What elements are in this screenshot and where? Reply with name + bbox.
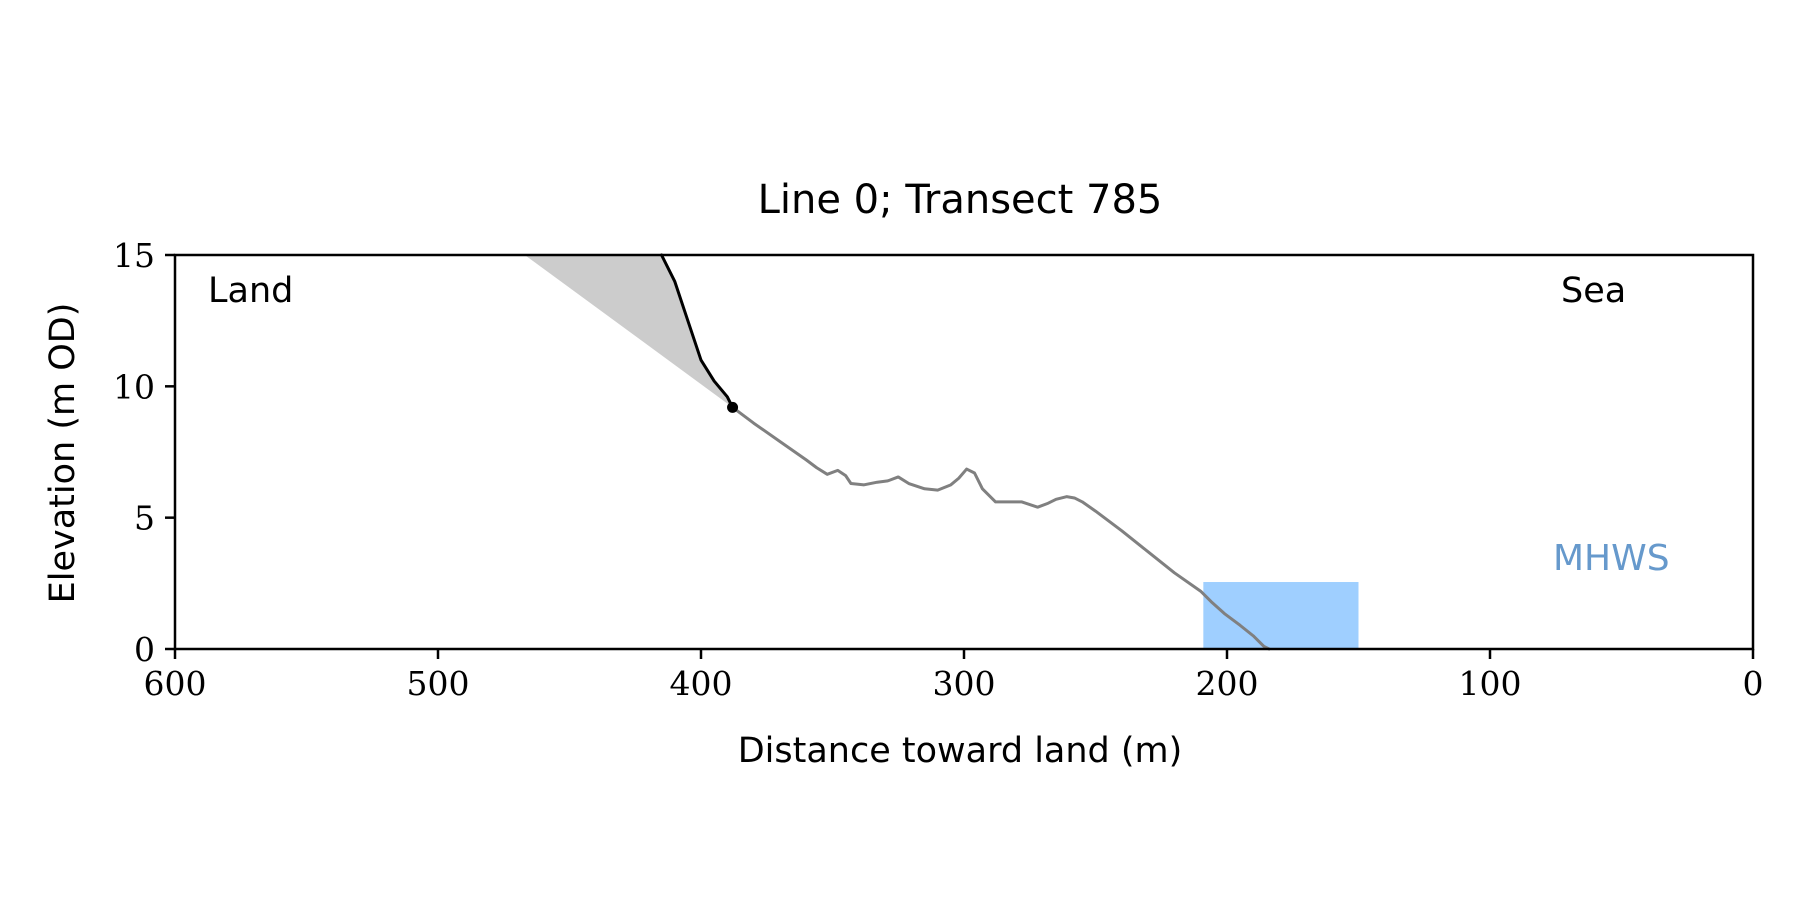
y-axis-label: Elevation (m OD)	[43, 303, 83, 604]
x-axis-label: Distance toward land (m)	[738, 731, 1183, 771]
y-tick-label: 10	[113, 367, 155, 406]
x-tick-label: 0	[1743, 664, 1764, 703]
profile-line	[731, 405, 1271, 651]
x-tick-label: 500	[407, 664, 470, 703]
cliff-line	[660, 253, 735, 409]
plot-area	[524, 253, 1359, 651]
y-tick-label: 0	[134, 630, 155, 669]
sea-label: Sea	[1561, 271, 1626, 311]
x-tick-label: 600	[144, 664, 207, 703]
axis-ticks: 600 500 400 300 200 100 0 0 5 10 15	[113, 236, 1764, 703]
land-label: Land	[208, 271, 293, 311]
cliff-toe-marker	[727, 401, 739, 413]
x-tick-label: 100	[1459, 664, 1522, 703]
y-tick-label: 5	[134, 499, 155, 538]
chart-title: Line 0; Transect 785	[758, 177, 1163, 223]
x-tick-label: 200	[1196, 664, 1259, 703]
y-tick-label: 15	[113, 236, 155, 275]
plot-frame	[173, 253, 1755, 651]
mhws-label: MHWS	[1553, 538, 1670, 579]
x-tick-label: 400	[670, 664, 733, 703]
shaded-region	[524, 255, 733, 408]
x-tick-label: 300	[933, 664, 996, 703]
